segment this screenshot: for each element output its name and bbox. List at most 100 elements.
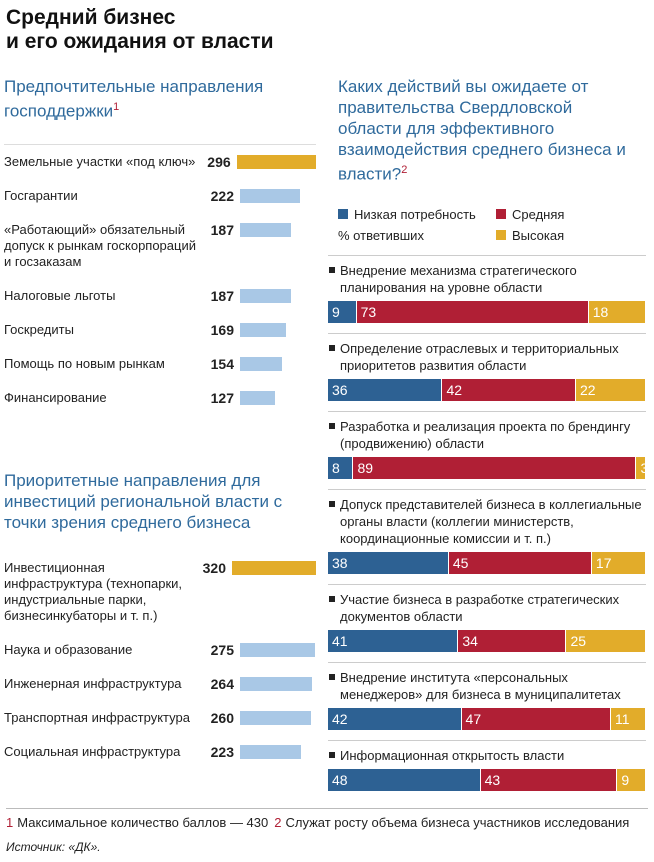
category-label: Допуск представителей бизнеса в коллегиа… (328, 496, 646, 547)
footnote-marker: 2 (274, 815, 282, 830)
bar-row: Госгарантии 222 (4, 179, 316, 213)
source: Источник: «ДК». (6, 840, 101, 854)
chart-support: Предпочтительные направления господдержк… (4, 76, 316, 415)
bar-row: Инвестиционная инфраструктура (технопарк… (4, 551, 316, 633)
value-label: 17 (595, 554, 612, 571)
bar (240, 643, 315, 657)
bar-row: Налоговые льготы 187 (4, 279, 316, 313)
value-label: 275 (210, 642, 234, 658)
title-text: Каких действий вы ожидаете от правительс… (338, 77, 626, 184)
value-label: 89 (357, 459, 374, 476)
bar-segment: 43 (480, 768, 618, 791)
value-label: 9 (332, 303, 340, 320)
value-label: 223 (210, 744, 234, 760)
value-label: 43 (484, 771, 501, 788)
bar-segment: 8 (328, 456, 354, 479)
value-label: 34 (462, 632, 478, 649)
stacked-bar: 41 34 25 (328, 629, 646, 652)
item: Допуск представителей бизнеса в коллегиа… (328, 488, 646, 574)
bar-segment: 42 (442, 378, 577, 401)
value-label: 11 (615, 710, 630, 727)
stacked-bar: 8 89 3 (328, 456, 646, 479)
bar-segment: 89 (353, 456, 637, 479)
stacked-bar: 48 43 9 (328, 768, 646, 791)
bar (240, 356, 282, 371)
category-label: Налоговые льготы (4, 287, 116, 303)
category-label: Инженерная инфраструктура (4, 676, 182, 691)
bar (240, 745, 301, 759)
bar-segment: 45 (448, 551, 592, 574)
legend-label: Средняя (512, 206, 565, 222)
category-label: Информационная открытость власти (328, 747, 646, 764)
chart-investment: Приоритетные направления для инвестиций … (4, 470, 316, 769)
bar-segment: 34 (458, 629, 567, 652)
bar-segment: 3 (636, 456, 646, 479)
value-label: 25 (570, 632, 587, 649)
category-label: Госгарантии (4, 187, 78, 203)
value-label: 38 (332, 554, 348, 571)
footnote: 2 Служат росту объема бизнеса участников … (274, 815, 629, 830)
value-label: 42 (446, 381, 463, 398)
bar-row: «Работающий» обязательный допуск к рынка… (4, 213, 316, 279)
bar-segment: 38 (328, 551, 449, 574)
bar-segment: 25 (566, 629, 646, 652)
item: Участие бизнеса в разработке стратегичес… (328, 583, 646, 652)
value-label: 73 (360, 303, 377, 320)
legend-swatch (496, 208, 506, 219)
value-label: 127 (210, 389, 234, 406)
category-label: Разработка и реализация проекта по бренд… (328, 418, 646, 452)
bar-row: Социальная инфраструктура 223 (4, 735, 316, 769)
bar-segment: 41 (328, 629, 459, 652)
bar-segment: 22 (576, 378, 646, 401)
title-text: Приоритетные направления для инвестиций … (4, 471, 283, 532)
rows: Инвестиционная инфраструктура (технопарк… (4, 551, 316, 769)
category-label: Госкредиты (4, 321, 74, 337)
legend-entry: Низкая потребность (338, 207, 496, 222)
stacked-bar: 42 47 11 (328, 707, 646, 730)
legend-entry: Высокая (496, 228, 646, 243)
value-label: 9 (621, 771, 630, 788)
rows: Земельные участки «под ключ» 296 Госгарант… (4, 143, 316, 415)
value-label: 41 (332, 632, 348, 649)
value-label: 22 (580, 381, 596, 398)
bar (236, 154, 316, 169)
category-label: Социальная инфраструктура (4, 744, 181, 759)
stacked-bar: 36 42 22 (328, 378, 646, 401)
value-label: 45 (452, 554, 469, 571)
value-label: 187 (210, 287, 234, 304)
bar-segment: 73 (356, 300, 589, 323)
bar (240, 390, 275, 405)
bar-segment: 48 (328, 768, 481, 791)
footnote-text: Максимальное количество баллов — 430 (17, 815, 269, 830)
bar-row: Инженерная инфраструктура 264 (4, 667, 316, 701)
item: Определение отраслевых и территориальных… (328, 332, 646, 401)
value-label: 47 (465, 710, 482, 727)
footnote-text: Служат росту объема бизнеса участников и… (285, 815, 630, 830)
bar-row: Финансирование 127 (4, 381, 316, 415)
bar-segment: 36 (328, 378, 443, 401)
chart-title: Приоритетные направления для инвестиций … (4, 470, 316, 533)
legend-swatch (496, 229, 506, 240)
bar-row: Госкредиты 169 (4, 313, 316, 347)
chart-title: Каких действий вы ожидаете от правительс… (338, 76, 638, 185)
legend: Низкая потребность Средняя % ответивших Выс… (338, 207, 646, 243)
category-label: Внедрение механизма стратегического план… (328, 262, 646, 296)
bar-segment: 18 (588, 300, 646, 323)
bar (240, 711, 311, 725)
title-text: Предпочтительные направления господдержк… (4, 77, 264, 121)
footnote: 1 Максимальное количество баллов — 430 (6, 815, 268, 830)
value-label: 320 (202, 560, 226, 576)
value-label: 48 (332, 771, 348, 788)
legend-entry: Средняя (496, 207, 646, 222)
category-label: «Работающий» обязательный допуск к рынка… (4, 221, 196, 269)
value-label: 3 (640, 460, 645, 476)
category-label: Транспортная инфраструктура (4, 710, 190, 725)
bar-segment: 17 (591, 551, 646, 574)
value-label: 222 (210, 187, 234, 204)
value-label: 264 (210, 676, 234, 692)
bar-segment: 9 (328, 300, 357, 323)
main-title: Средний бизнес и его ожидания от власти (6, 6, 274, 53)
value-label: 187 (210, 221, 234, 238)
value-label: 296 (207, 153, 231, 170)
category-label: Финансирование (4, 389, 107, 405)
